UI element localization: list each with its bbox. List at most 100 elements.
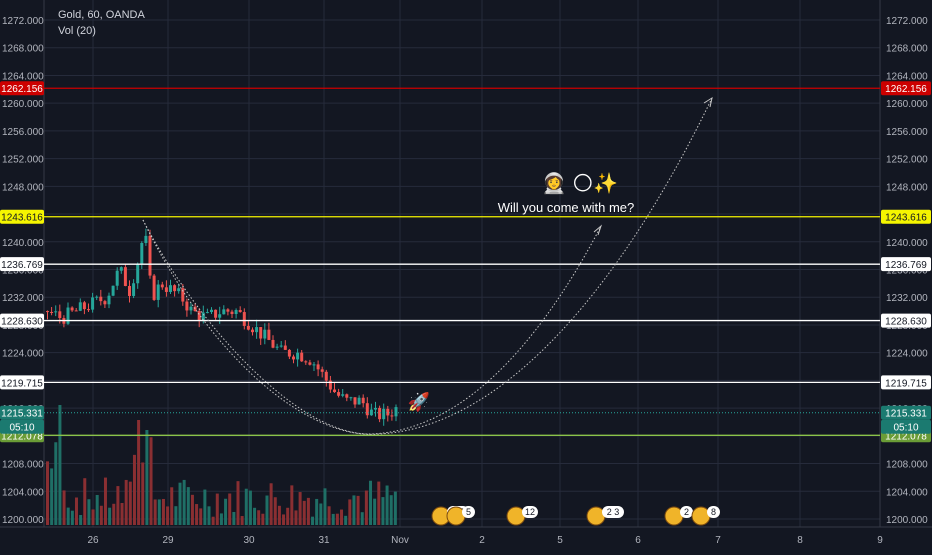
x-tick-label: 26 [87,535,99,546]
candle-body [374,407,377,410]
volume-bar [311,516,315,525]
volume-bar [335,513,339,525]
volume-bar [195,504,199,525]
volume-bar [108,507,112,525]
candle-body [378,407,382,420]
countdown-label-right: 05:10 [893,423,918,434]
candle-body [263,329,267,339]
price-tag-right [881,81,931,96]
event-badge [680,506,693,518]
candle-body [156,284,160,300]
candle-body [275,346,279,348]
candle-body [193,306,197,312]
volume-bar [261,513,265,525]
candle-body [66,307,70,324]
volume-bar [182,479,186,525]
candle-body [279,345,283,347]
event-flag-icon [506,506,526,526]
candle-body [136,264,140,284]
candle-body [82,302,86,310]
event-badge [462,506,475,518]
volume-bar [356,495,360,525]
volume-bar [83,478,87,525]
volume-bar [219,513,223,525]
price-tag-right [881,257,931,272]
candle-body [123,267,127,286]
volume-bar [393,491,397,525]
candle-body [230,311,234,314]
candle-body [361,397,365,404]
candle-body [128,285,131,296]
volume-bar [153,499,157,525]
volume-bar [340,509,344,525]
volume-label[interactable]: Vol (20) [58,25,96,37]
candle-body [308,362,312,365]
volume-bar [157,499,161,525]
candle-body [144,235,148,244]
volume-bar [112,503,116,525]
volume-bar [124,479,128,525]
candle-body [296,352,300,360]
candle-body [197,311,201,321]
volume-bar [302,500,306,525]
price-tag-right-label: 1212.078 [885,431,927,442]
candle-body [189,306,193,311]
y-tick-label-left: 1204.000 [2,487,44,498]
price-tag-right-label: 1219.715 [885,378,927,389]
candle-body [357,397,361,405]
volume-bar [141,462,145,525]
y-tick-label-right: 1264.000 [886,71,928,82]
volume-bar [315,498,319,525]
x-tick-label: 6 [635,535,641,546]
candle-body [246,325,250,330]
price-tag-left-label: 1243.616 [1,213,43,224]
x-tick-label: 9 [877,535,883,546]
symbol-label[interactable]: Gold, 60, OANDA [58,9,145,21]
chart-legend: Gold, 60, OANDA Vol (20) [58,7,145,39]
volume-bar [54,442,58,525]
candle-body [353,397,357,405]
x-tick-label: 2 [479,535,485,546]
candle-body [365,403,369,416]
y-tick-label-left: 1260.000 [2,99,44,110]
rocket-emoji: 🚀 [408,391,430,412]
candle-body [242,312,246,326]
event-badge-label: 2 3 [607,507,620,517]
volume-bar [79,514,83,525]
candle-body [238,310,242,313]
event-badge-label: 8 [711,507,716,517]
volume-bar [352,495,356,525]
volume-bar [137,420,141,525]
candle-body [341,394,345,396]
y-tick-label-left: 1200.000 [2,515,44,526]
volume-bar [128,481,132,525]
candle-body [226,309,230,312]
y-tick-label-left: 1272.000 [2,16,44,27]
volume-bar [273,497,277,525]
volume-bar [228,493,232,525]
x-tick-label: Nov [391,535,409,546]
y-tick-label-right: 1208.000 [886,460,928,471]
volume-bar [369,480,373,525]
y-tick-label-right: 1232.000 [886,293,928,304]
y-tick-label-right: 1256.000 [886,127,928,138]
price-tag-right [881,209,931,224]
candle-body [173,285,177,292]
y-tick-label-right: 1272.000 [886,16,928,27]
candle-body [205,312,209,314]
event-flag-icon [586,506,606,526]
y-tick-label-left: 1248.000 [2,182,44,193]
price-tag-left [0,81,44,96]
candle-body [312,364,316,366]
candle-body [218,314,222,318]
y-tick-label-right: 1268.000 [886,44,928,55]
candle-body [382,408,386,420]
candle-body [115,270,119,286]
price-tag-right-label: 1236.769 [885,260,927,271]
volume-bar [377,481,381,525]
y-tick-label-left: 1208.000 [2,460,44,471]
candle-body [164,287,168,292]
